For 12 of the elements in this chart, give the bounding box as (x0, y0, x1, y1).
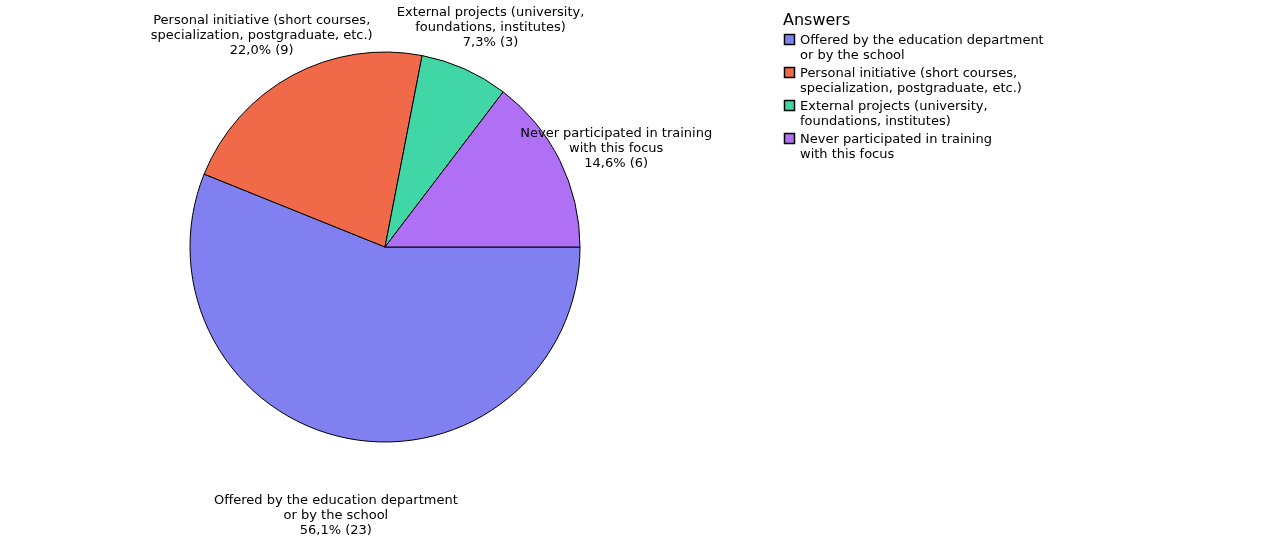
legend-title: Answers (783, 10, 851, 29)
slice-label: Offered by the education department or by the school (214, 492, 458, 523)
data-label: 7,3% (3) (462, 33, 519, 49)
slice-label: External projects (university, foundations, institutes) (396, 3, 585, 34)
slice-label: Personal initiative (short courses, specialization, postgraduate, etc.) (150, 12, 373, 43)
legend-label: Personal initiative (short courses, specialization, postgraduate, etc.) (800, 64, 1022, 95)
data-label: 14,6% (6) (584, 154, 649, 170)
data-label: 56,1% (23) (299, 522, 372, 538)
legend-label: Never participated in training with this focus (800, 130, 992, 161)
legend-label: Offered by the education department or by the school (800, 31, 1044, 62)
data-label: 22,0% (9) (229, 42, 294, 58)
legend-label: External projects (university, foundations, institutes) (800, 97, 988, 128)
